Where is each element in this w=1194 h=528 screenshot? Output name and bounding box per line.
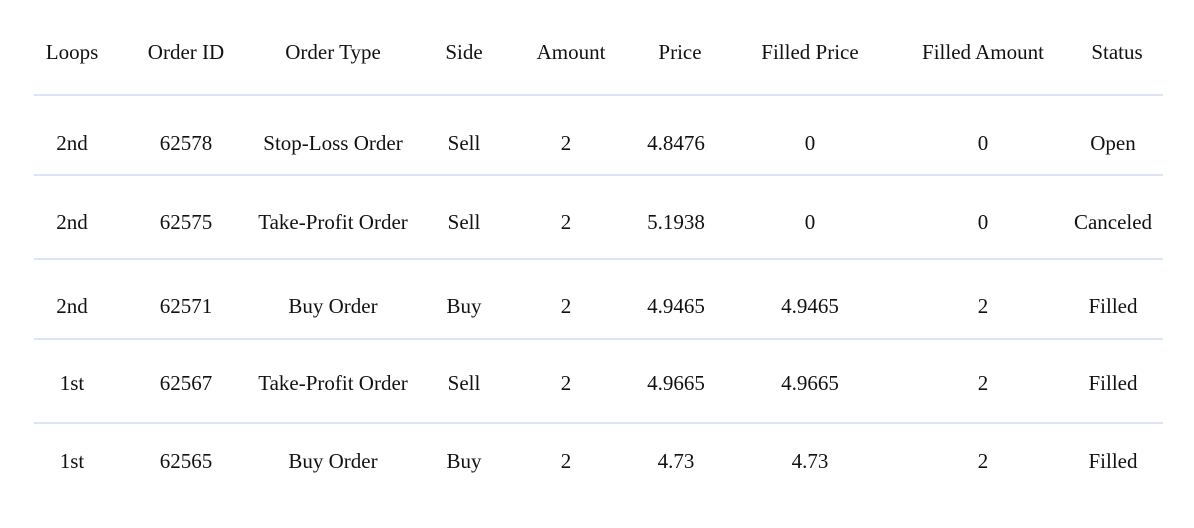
table-header: Loops Order ID Order Type Side Amount Price Fi… bbox=[0, 37, 1194, 67]
cell-amount: 2 bbox=[560, 449, 572, 473]
cell-filled-price: 0 bbox=[804, 210, 816, 234]
table-row: 2nd 62578 Stop-Loss Order Sell 2 4.8476 0 0 Open bbox=[0, 128, 1194, 158]
header-filled-amount: Filled Amount bbox=[922, 40, 1044, 64]
cell-amount: 2 bbox=[560, 371, 572, 395]
header-order-type: Order Type bbox=[285, 40, 381, 64]
table-row: 1st 62567 Take-Profit Order Sell 2 4.9665 4.96… bbox=[0, 368, 1194, 398]
cell-order-type: Take-Profit Order bbox=[258, 371, 408, 395]
cell-filled-price: 4.9665 bbox=[781, 371, 839, 395]
cell-order-type: Buy Order bbox=[288, 449, 378, 473]
cell-side: Sell bbox=[447, 131, 481, 155]
cell-loops: 2nd bbox=[56, 294, 88, 318]
header-side: Side bbox=[445, 40, 483, 64]
header-status: Status bbox=[1091, 40, 1143, 64]
cell-status: Filled bbox=[1088, 294, 1138, 318]
header-order-id: Order ID bbox=[147, 40, 225, 64]
cell-side: Sell bbox=[447, 371, 481, 395]
header-filled-price: Filled Price bbox=[761, 40, 859, 64]
table-row: 2nd 62571 Buy Order Buy 2 4.9465 4.9465 2 Filled bbox=[0, 291, 1194, 321]
cell-order-id: 62578 bbox=[159, 131, 213, 155]
cell-filled-price: 4.73 bbox=[791, 449, 829, 473]
cell-side: Sell bbox=[447, 210, 481, 234]
cell-amount: 2 bbox=[560, 294, 572, 318]
row-divider bbox=[34, 174, 1163, 176]
header-amount: Amount bbox=[536, 40, 606, 64]
row-divider bbox=[34, 258, 1163, 260]
cell-order-type: Take-Profit Order bbox=[258, 210, 408, 234]
header-loops: Loops bbox=[45, 40, 99, 64]
cell-loops: 1st bbox=[59, 449, 85, 473]
cell-side: Buy bbox=[446, 449, 482, 473]
row-divider bbox=[34, 422, 1163, 424]
cell-price: 4.73 bbox=[657, 449, 695, 473]
cell-price: 4.9465 bbox=[647, 294, 705, 318]
row-divider bbox=[34, 338, 1163, 340]
cell-filled-amount: 2 bbox=[977, 449, 989, 473]
cell-filled-amount: 2 bbox=[977, 371, 989, 395]
cell-filled-amount: 0 bbox=[977, 131, 989, 155]
cell-filled-price: 4.9465 bbox=[781, 294, 839, 318]
cell-filled-amount: 0 bbox=[977, 210, 989, 234]
cell-loops: 2nd bbox=[56, 210, 88, 234]
cell-loops: 1st bbox=[59, 371, 85, 395]
row-divider bbox=[34, 94, 1163, 96]
cell-filled-amount: 2 bbox=[977, 294, 989, 318]
cell-status: Canceled bbox=[1073, 210, 1153, 234]
header-price: Price bbox=[658, 40, 702, 64]
cell-order-id: 62575 bbox=[159, 210, 213, 234]
cell-order-id: 62565 bbox=[159, 449, 213, 473]
cell-status: Filled bbox=[1088, 449, 1138, 473]
cell-order-type: Stop-Loss Order bbox=[263, 131, 403, 155]
cell-price: 4.9665 bbox=[647, 371, 705, 395]
cell-price: 5.1938 bbox=[647, 210, 705, 234]
cell-amount: 2 bbox=[560, 131, 572, 155]
cell-loops: 2nd bbox=[56, 131, 88, 155]
cell-filled-price: 0 bbox=[804, 131, 816, 155]
cell-amount: 2 bbox=[560, 210, 572, 234]
cell-status: Open bbox=[1090, 131, 1136, 155]
cell-price: 4.8476 bbox=[647, 131, 705, 155]
cell-side: Buy bbox=[446, 294, 482, 318]
table-row: 2nd 62575 Take-Profit Order Sell 2 5.1938 0 0 Ca… bbox=[0, 207, 1194, 237]
cell-order-id: 62571 bbox=[159, 294, 213, 318]
cell-status: Filled bbox=[1088, 371, 1138, 395]
cell-order-type: Buy Order bbox=[288, 294, 378, 318]
table-row: 1st 62565 Buy Order Buy 2 4.73 4.73 2 Filled bbox=[0, 446, 1194, 476]
cell-order-id: 62567 bbox=[159, 371, 213, 395]
